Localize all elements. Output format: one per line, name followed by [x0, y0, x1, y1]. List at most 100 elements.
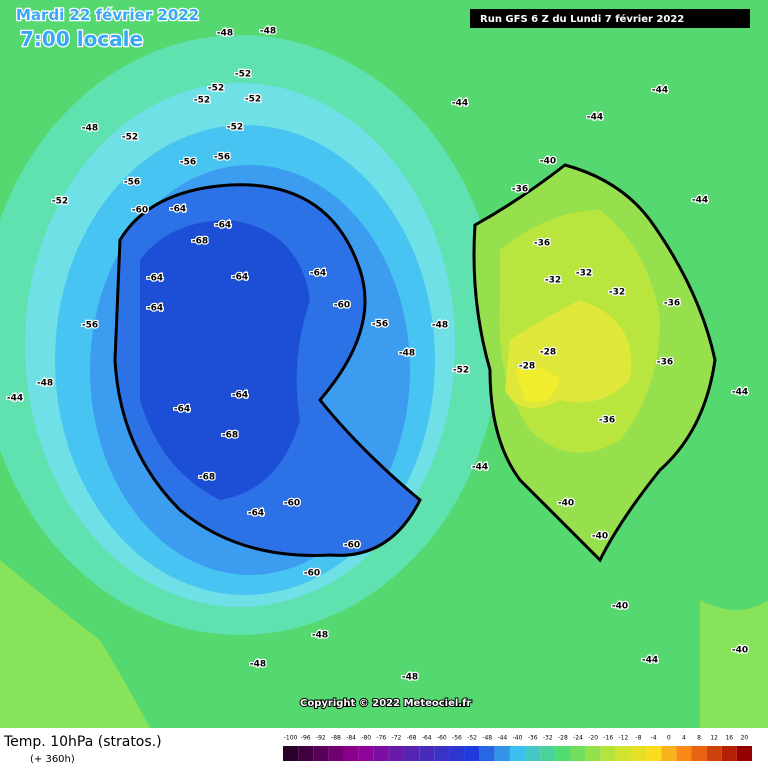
legend-swatch — [434, 746, 450, 761]
contour-label: -36 — [534, 239, 550, 249]
legend-tick-label: -56 — [452, 735, 462, 742]
contour-label: -48 — [402, 673, 418, 683]
legend-tick-label: -24 — [573, 735, 583, 742]
contour-label: -32 — [545, 276, 561, 286]
contour-label: -52 — [245, 95, 261, 105]
contour-label: -64 — [174, 405, 190, 415]
legend-tick-label: -60 — [437, 735, 447, 742]
legend-tick-label: -8 — [636, 735, 642, 742]
legend-tick-label: -88 — [331, 735, 341, 742]
legend-swatch — [555, 746, 571, 761]
contour-label: -36 — [512, 185, 528, 195]
legend-tick-label: -80 — [361, 735, 371, 742]
contour-label: -52 — [208, 84, 224, 94]
date-title: Mardi 22 février 2022 — [16, 6, 199, 24]
contour-label: -52 — [52, 197, 68, 207]
contour-label: -32 — [576, 269, 592, 279]
contour-label: -56 — [82, 321, 98, 331]
contour-label: -40 — [540, 157, 556, 167]
contour-label: -40 — [592, 532, 608, 542]
legend-swatch — [494, 746, 510, 761]
contour-label: -64 — [147, 304, 163, 314]
contour-label: -40 — [558, 499, 574, 509]
legend-tick-label: 20 — [741, 735, 749, 742]
contour-label: -64 — [232, 273, 248, 283]
legend-tick-label: -84 — [346, 735, 356, 742]
contour-label: -48 — [260, 27, 276, 37]
legend-swatch — [540, 746, 556, 761]
legend-swatch — [646, 746, 662, 761]
contour-label: -52 — [122, 133, 138, 143]
legend-swatch — [479, 746, 495, 761]
legend-tick-label: 12 — [710, 735, 718, 742]
land-area — [700, 600, 768, 728]
legend-swatch — [706, 746, 722, 761]
legend-tick-label: -92 — [316, 735, 326, 742]
legend-swatch — [464, 746, 480, 761]
legend-swatch — [419, 746, 435, 761]
contour-label: -60 — [132, 206, 148, 216]
legend-swatch — [358, 746, 374, 761]
legend-swatch — [449, 746, 465, 761]
legend-tick-label: -68 — [407, 735, 417, 742]
footer-title: Temp. 10hPa (stratos.) — [3, 734, 162, 750]
contour-label: -44 — [652, 86, 668, 96]
land-area — [0, 560, 150, 728]
legend-tick-label: -40 — [513, 735, 523, 742]
contour-label: -60 — [284, 499, 300, 509]
contour-label: -48 — [250, 660, 266, 670]
legend-swatch — [509, 746, 526, 761]
legend-swatch — [328, 746, 344, 761]
contour-label: -64 — [232, 391, 248, 401]
contour-label: -52 — [227, 123, 243, 133]
contour-label: -56 — [214, 153, 230, 163]
legend-tick-label: -28 — [558, 735, 568, 742]
legend-swatch — [298, 746, 314, 761]
contour-label: -36 — [664, 299, 680, 309]
contour-label: -48 — [82, 124, 98, 134]
legend-tick-label: -12 — [618, 735, 628, 742]
legend-swatch — [388, 746, 405, 761]
legend-tick-label: -96 — [301, 735, 311, 742]
contour-label: -44 — [7, 394, 23, 404]
contour-label: -52 — [194, 96, 210, 106]
contour-label: -36 — [599, 416, 615, 426]
legend-tick-label: -4 — [651, 735, 657, 742]
legend-tick-label: -36 — [528, 735, 538, 742]
contour-label: -44 — [732, 388, 748, 398]
legend-swatch — [615, 746, 631, 761]
legend-swatch — [283, 746, 299, 761]
contour-label: -28 — [519, 362, 535, 372]
contour-label: -64 — [215, 221, 231, 231]
contour-label: -68 — [192, 237, 208, 247]
legend-tick-label: -48 — [482, 735, 492, 742]
legend-swatch — [570, 746, 586, 761]
legend-tick-label: -76 — [376, 735, 386, 742]
legend-tick-label: 0 — [667, 735, 671, 742]
legend-tick-label: 4 — [682, 735, 686, 742]
contour-label: -48 — [432, 321, 448, 331]
legend-swatch — [404, 746, 420, 761]
legend-tick-label: 8 — [697, 735, 701, 742]
contour-label: -68 — [199, 473, 215, 483]
contour-label: -28 — [540, 348, 556, 358]
contour-label: -48 — [217, 29, 233, 39]
contour-label: -40 — [732, 646, 748, 656]
contour-label: -52 — [235, 70, 251, 80]
legend-swatch — [661, 746, 677, 761]
contour-label: -64 — [248, 509, 264, 519]
contour-label: -52 — [453, 366, 469, 376]
contour-label: -64 — [147, 274, 163, 284]
legend-swatch — [525, 746, 541, 761]
legend-swatch — [630, 746, 647, 761]
legend-tick-label: -16 — [603, 735, 613, 742]
footer-range: (+ 360h) — [30, 754, 75, 765]
legend-tick-label: -20 — [588, 735, 598, 742]
contour-label: -40 — [612, 602, 628, 612]
contour-label: -36 — [657, 358, 673, 368]
legend-tick-label: 16 — [725, 735, 733, 742]
legend-tick-label: -100 — [284, 735, 298, 742]
legend-tick-label: -52 — [467, 735, 477, 742]
contour-label: -56 — [372, 320, 388, 330]
